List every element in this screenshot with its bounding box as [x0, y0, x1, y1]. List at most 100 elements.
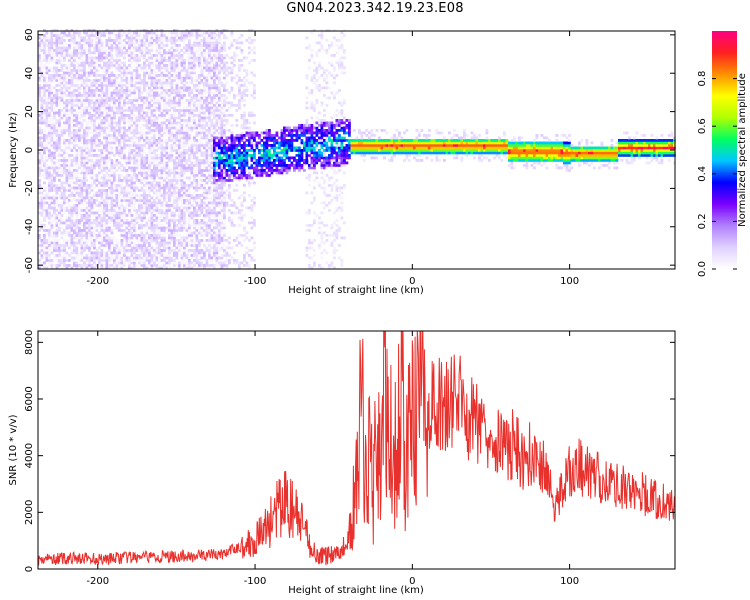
- spectrogram-cell: [175, 179, 179, 182]
- spectrogram-cell: [48, 109, 51, 112]
- spectrogram-cell: [110, 121, 114, 125]
- spectrogram-cell: [155, 139, 159, 142]
- spectrogram-cell: [160, 206, 164, 210]
- spectrogram-cell: [95, 221, 99, 225]
- spectrogram-cell: [195, 224, 199, 227]
- spectrogram-cell: [205, 61, 209, 65]
- spectrogram-cell: [180, 86, 184, 90]
- spectrogram-cell: [83, 171, 86, 175]
- spectrogram-cell: [140, 84, 144, 87]
- spectrogram-cell: [193, 191, 196, 195]
- spectrogram-cell: [78, 171, 81, 175]
- spectrogram-cell: [183, 261, 186, 265]
- spectrogram-cell: [95, 239, 99, 242]
- spectrogram-cell: [203, 144, 206, 147]
- spectrogram-cell: [100, 266, 104, 270]
- spectrogram-cell: [155, 141, 159, 145]
- spectrogram-cell: [155, 249, 159, 252]
- spectrogram-cell: [73, 246, 76, 250]
- spectrogram-cell: [163, 241, 166, 245]
- spectrogram-cell: [75, 129, 79, 132]
- spectrogram-cell: [145, 34, 149, 37]
- spectrogram-cell: [38, 241, 41, 245]
- spectrogram-cell: [163, 141, 166, 145]
- spectrogram-cell: [125, 96, 129, 100]
- spectrogram-cell: [193, 61, 196, 65]
- spectrogram-cell: [65, 241, 69, 245]
- spectrogram-cell: [130, 151, 134, 155]
- spectrogram-cell: [78, 189, 81, 192]
- spectrogram-cell: [150, 219, 154, 222]
- spectrogram-cell: [60, 201, 64, 205]
- spectrogram-cell: [43, 109, 46, 112]
- spectrogram-cell: [100, 169, 104, 172]
- spectrogram-cell: [133, 86, 136, 90]
- spectrogram-cell: [170, 96, 174, 100]
- spectrogram-cell: [73, 169, 76, 172]
- spectrogram-cell: [140, 81, 144, 85]
- spectrogram-cell: [80, 104, 84, 107]
- spectrogram-cell: [130, 199, 134, 202]
- spectrogram-cell: [153, 84, 156, 87]
- spectrogram-cell: [120, 116, 124, 120]
- spectrogram-cell: [53, 219, 56, 222]
- spectrogram-cell: [203, 184, 206, 187]
- spectrogram-cell: [125, 171, 129, 175]
- spectrogram-cell: [63, 244, 66, 247]
- spectrogram-cell: [48, 231, 51, 235]
- spectrogram-cell: [45, 71, 49, 75]
- spectrogram-cell: [165, 129, 169, 132]
- spectrogram-cell: [103, 214, 106, 217]
- spectrogram-cell: [65, 54, 69, 57]
- spectrogram-cell: [55, 74, 59, 77]
- spectrogram-cell: [90, 181, 94, 185]
- spectrogram-cell: [203, 101, 206, 105]
- spectrogram-cell: [183, 79, 186, 82]
- spectrogram-cell: [63, 206, 66, 210]
- spectrogram-cell: [148, 249, 151, 252]
- spectrogram-cell: [103, 259, 106, 262]
- spectrogram-cell: [100, 244, 104, 247]
- spectrogram-cell: [65, 196, 69, 200]
- spectrogram-cell: [75, 44, 79, 47]
- spectrogram-cell: [68, 39, 71, 42]
- spectrogram-cell: [183, 206, 186, 210]
- spectrogram-cell: [163, 176, 166, 180]
- spectrogram-cell: [155, 46, 159, 50]
- spectrogram-cell: [68, 234, 71, 237]
- spectrogram-cell: [65, 51, 69, 55]
- spectrogram-cell: [38, 261, 41, 265]
- spectrogram-cell: [120, 216, 124, 220]
- spectrogram-cell: [73, 146, 76, 150]
- spectrogram-cell: [200, 171, 204, 175]
- spectrogram-cell: [98, 254, 101, 257]
- spectrogram-cell: [105, 99, 109, 102]
- spectrogram-cell: [100, 194, 104, 197]
- spectrogram-cell: [73, 224, 76, 227]
- spectrogram-cell: [120, 89, 124, 92]
- spectrogram-cell: [123, 254, 126, 257]
- spectrogram-cell: [98, 156, 101, 160]
- spectrogram-cell: [115, 149, 119, 152]
- spectrogram-cell: [80, 236, 84, 240]
- spectrogram-cell: [98, 54, 101, 57]
- spectrogram-cell: [80, 241, 84, 245]
- spectrogram-cell: [178, 141, 181, 145]
- spectrogram-cell: [55, 234, 59, 237]
- spectrogram-cell: [173, 79, 176, 82]
- spectrogram-cell: [190, 149, 194, 152]
- spectrogram-cell: [100, 124, 104, 127]
- spectrogram-cell: [123, 109, 126, 112]
- spectrogram-cell: [143, 66, 146, 70]
- spectrogram-cell: [163, 239, 166, 242]
- spectrogram-cell: [113, 44, 116, 47]
- spectrogram-cell: [128, 186, 131, 190]
- spectrogram-cell: [90, 106, 94, 110]
- spectrogram-cell: [53, 126, 56, 130]
- spectrogram-cell: [190, 164, 194, 167]
- spectrogram-cell: [70, 239, 74, 242]
- spectrogram-cell: [85, 184, 89, 187]
- spectrogram-cell: [95, 156, 99, 160]
- spectrogram-cell: [83, 74, 86, 77]
- spectrogram-cell: [148, 209, 151, 212]
